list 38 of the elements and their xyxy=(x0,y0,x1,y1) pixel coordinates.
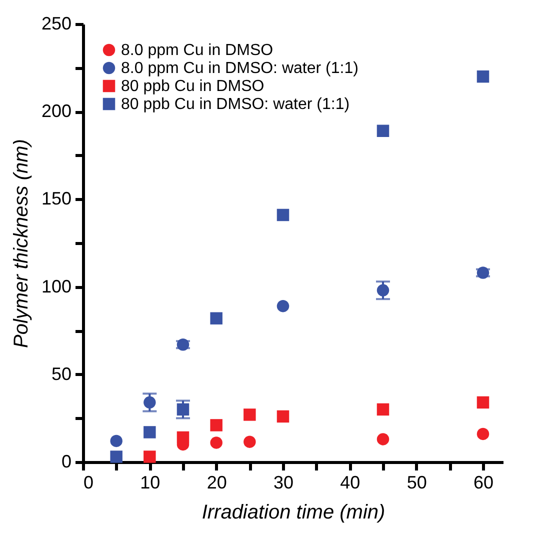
point xyxy=(110,450,122,463)
y-axis-title: Polymer thickness (nm) xyxy=(10,139,32,348)
point xyxy=(110,434,122,448)
point xyxy=(476,428,490,440)
point xyxy=(276,300,290,312)
x-tick-label: 50 xyxy=(406,472,427,492)
x-tick-label: 40 xyxy=(340,472,360,492)
x-tick-label: 20 xyxy=(206,472,227,492)
x-tick-label: 60 xyxy=(473,472,494,492)
x-tick-label: 0 xyxy=(84,472,94,492)
point xyxy=(176,431,190,444)
point xyxy=(144,426,156,438)
point xyxy=(244,408,256,421)
y-tick-label: 0 xyxy=(61,452,72,472)
x-tick-label: 30 xyxy=(273,472,294,492)
point xyxy=(376,433,390,446)
y-tick-label: 200 xyxy=(41,101,72,122)
point xyxy=(210,312,222,324)
y-tick-label: 100 xyxy=(41,276,72,296)
point xyxy=(376,403,390,416)
y-tick-label: 50 xyxy=(51,364,72,384)
x-tick-label: 10 xyxy=(140,472,160,492)
point xyxy=(144,450,156,463)
legend-label: 80 ppb Cu in DMSO: water (1:1) xyxy=(121,96,350,113)
y-tick-label: 150 xyxy=(41,188,72,209)
point xyxy=(276,410,290,423)
point xyxy=(276,208,290,222)
point xyxy=(376,124,390,137)
legend-label: 8.0 ppm Cu in DMSO: water (1:1) xyxy=(121,60,358,77)
point xyxy=(476,396,490,409)
point xyxy=(244,436,256,448)
point xyxy=(476,70,490,83)
point xyxy=(210,419,222,432)
point xyxy=(210,436,222,449)
x-axis-title: Irradiation time (min) xyxy=(202,502,386,524)
y-tick-label: 250 xyxy=(41,14,72,34)
legend-label: 80 ppb Cu in DMSO xyxy=(121,78,264,95)
legend-label: 8.0 ppm Cu in DMSO xyxy=(121,42,274,59)
